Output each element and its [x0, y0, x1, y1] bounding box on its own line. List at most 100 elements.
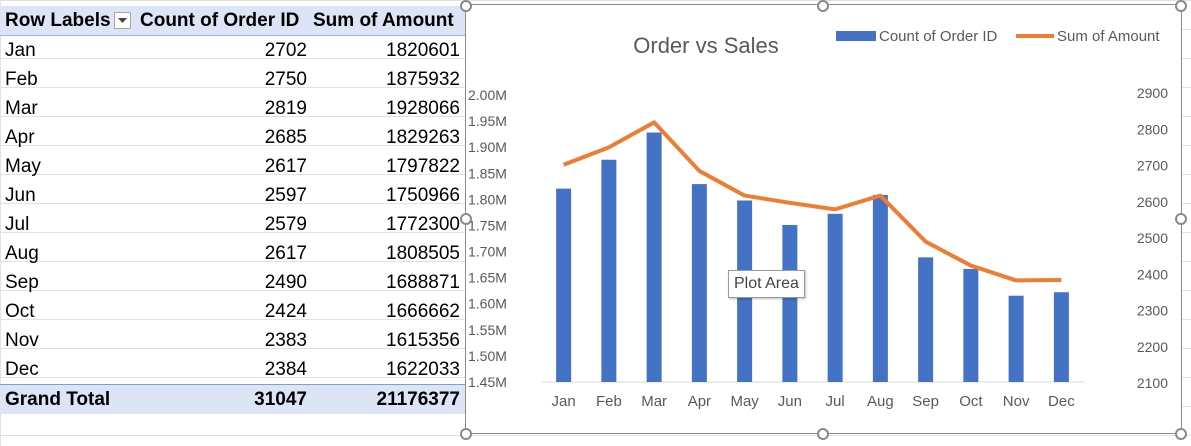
x-axis-tick-label: May: [730, 393, 759, 410]
row-sum: 1875932: [386, 69, 460, 90]
row-sum: 1829263: [386, 127, 460, 148]
row-label: Dec: [5, 359, 39, 380]
pivot-body: Jan 2702 1820601 Feb 2750 1875932 Mar 2819 19280…: [0, 36, 465, 384]
chart-title[interactable]: Order vs Sales: [633, 33, 779, 58]
line-series[interactable]: [562, 120, 1062, 283]
right-axis-tick-label: 2700: [1137, 158, 1168, 174]
resize-handle-bottom[interactable]: [817, 428, 829, 440]
grand-total-label: Grand Total: [5, 389, 111, 410]
bar[interactable]: [646, 132, 662, 382]
row-label: Jul: [5, 214, 30, 235]
row-sum: 1615356: [386, 330, 460, 351]
table-row[interactable]: Aug 2617 1808505: [0, 239, 465, 268]
row-sum: 1688871: [386, 272, 460, 293]
row-label: May: [5, 156, 41, 177]
row-count: 2750: [264, 69, 307, 90]
x-axis: Jan Feb Mar Apr May Jun Jul Aug Sep Oct Nov Dec: [541, 381, 1084, 410]
row-label: Jun: [5, 185, 36, 206]
row-label: Feb: [5, 69, 38, 90]
left-axis-tick-label: 1.45M: [468, 374, 507, 390]
right-axis-tick-label: 2400: [1137, 266, 1168, 282]
table-row[interactable]: Jan 2702 1820601: [0, 36, 465, 65]
right-axis-tick-label: 2900: [1137, 85, 1168, 101]
resize-handle-top-left[interactable]: [460, 0, 472, 12]
right-axis-tick-label: 2100: [1137, 375, 1168, 391]
row-label: Apr: [5, 127, 35, 148]
row-label: Sep: [5, 272, 39, 293]
left-axis-tick-label: 1.70M: [468, 244, 507, 260]
left-axis: 1.45M 1.50M 1.55M 1.60M 1.65M 1.70M 1.75M 1.80M…: [468, 87, 507, 390]
grand-total-sum: 21176377: [376, 389, 461, 410]
row-sum: 1622033: [386, 359, 460, 380]
bar[interactable]: [1008, 295, 1024, 382]
resize-handle-left[interactable]: [460, 213, 472, 225]
x-axis-tick-label: Aug: [867, 393, 894, 410]
count-header[interactable]: Count of Order ID: [140, 10, 300, 31]
table-row[interactable]: Mar 2819 1928066: [0, 94, 465, 123]
chart-legend[interactable]: Count of Order ID Sum of Amount: [836, 28, 1160, 45]
bar-series[interactable]: [556, 132, 1069, 382]
row-sum: 1797822: [386, 156, 460, 177]
filter-dropdown-button[interactable]: [114, 12, 131, 29]
bar[interactable]: [963, 268, 979, 382]
right-axis-tick-label: 2300: [1137, 303, 1168, 319]
row-count: 2617: [264, 156, 307, 177]
row-count: 2819: [264, 98, 307, 119]
table-row[interactable]: May 2617 1797822: [0, 152, 465, 181]
row-sum: 1820601: [386, 40, 460, 61]
row-count: 2384: [264, 359, 307, 380]
row-count: 2617: [264, 243, 307, 264]
bar[interactable]: [556, 188, 572, 382]
x-axis-tick-label: Jan: [552, 393, 576, 410]
table-row[interactable]: Nov 2383 1615356: [0, 326, 465, 355]
x-axis-tick-label: Oct: [959, 393, 983, 410]
bar[interactable]: [827, 213, 843, 382]
bar[interactable]: [691, 184, 707, 382]
bar[interactable]: [782, 224, 798, 382]
left-axis-tick-label: 1.55M: [468, 322, 507, 338]
x-axis-tick-label: Dec: [1048, 393, 1075, 410]
legend-sum-label: Sum of Amount: [1057, 28, 1160, 45]
row-label: Nov: [5, 330, 39, 351]
resize-handle-top[interactable]: [817, 0, 829, 12]
right-axis: 2100 2200 2300 2400 2500 2600 2700 2800 2900: [1137, 85, 1168, 391]
table-row[interactable]: Apr 2685 1829263: [0, 123, 465, 152]
row-count: 2424: [264, 301, 307, 322]
x-axis-tick-label: Feb: [596, 393, 622, 410]
chart-container[interactable]: Order vs Sales Count of Order ID Sum of …: [465, 4, 1182, 434]
resize-handle-bottom-right[interactable]: [1175, 428, 1187, 440]
bar[interactable]: [601, 159, 617, 382]
left-axis-tick-label: 1.95M: [468, 113, 507, 129]
left-axis-tick-label: 1.90M: [468, 139, 507, 155]
row-label: Oct: [5, 301, 35, 322]
x-axis-tick-label: Apr: [688, 393, 711, 410]
x-axis-tick-label: Jul: [826, 393, 845, 410]
right-axis-tick-label: 2600: [1137, 194, 1168, 210]
table-row[interactable]: Jun 2597 1750966: [0, 181, 465, 210]
grand-total-row[interactable]: Grand Total 31047 21176377: [0, 384, 465, 414]
row-label: Aug: [5, 243, 39, 264]
x-axis-tick-label: Nov: [1003, 393, 1030, 410]
table-row[interactable]: Jul 2579 1772300: [0, 210, 465, 239]
table-row[interactable]: Oct 2424 1666662: [0, 297, 465, 326]
resize-handle-right[interactable]: [1175, 213, 1187, 225]
left-axis-tick-label: 1.80M: [468, 191, 507, 207]
x-axis-tick-label: Mar: [641, 393, 667, 410]
resize-handle-bottom-left[interactable]: [460, 428, 472, 440]
bar[interactable]: [872, 194, 888, 382]
row-count: 2579: [264, 214, 307, 235]
grand-total-count: 31047: [254, 389, 307, 410]
row-sum: 1928066: [386, 98, 460, 119]
resize-handle-top-right[interactable]: [1175, 0, 1187, 12]
bar[interactable]: [1053, 292, 1069, 382]
row-sum: 1808505: [386, 243, 460, 264]
row-count: 2685: [264, 127, 307, 148]
bar[interactable]: [918, 257, 934, 382]
table-row[interactable]: Sep 2490 1688871: [0, 268, 465, 297]
sum-header[interactable]: Sum of Amount: [313, 10, 454, 31]
table-row[interactable]: Dec 2384 1622033: [0, 355, 465, 384]
legend-count-label: Count of Order ID: [879, 28, 998, 45]
combo-chart[interactable]: Order vs Sales Count of Order ID Sum of …: [466, 5, 1181, 433]
table-row[interactable]: Feb 2750 1875932: [0, 65, 465, 94]
row-labels-header[interactable]: Row Labels: [5, 10, 111, 31]
